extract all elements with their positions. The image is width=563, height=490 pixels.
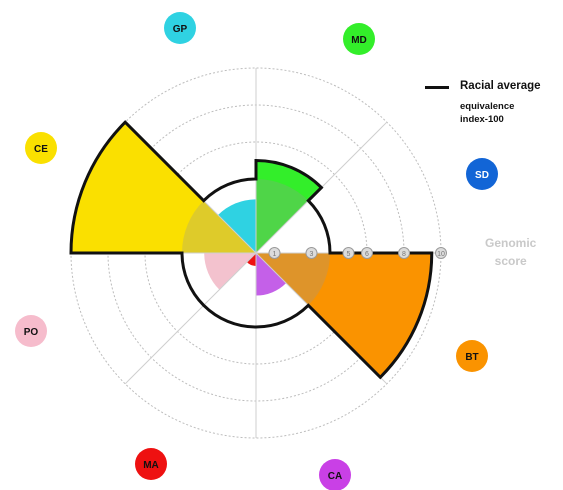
badge-label-md: MD [351,35,367,46]
radial-tick-label: 10 [437,251,445,258]
radial-axis-title-line-1: Genomic [485,236,537,250]
sector-ca [256,253,287,296]
radial-tick-label: 8 [402,251,406,258]
radial-tick-marker [435,247,447,259]
sector-inner-md [256,179,309,253]
radial-tick-marker [305,247,318,259]
legend-subtitle-line-1: equivalence [460,101,515,112]
legend-subtitle-line-2: index-100 [460,114,504,125]
radial-tick-label: 5 [347,251,351,258]
legend-average-label: Racial average [460,80,541,92]
badge-label-ca: CA [328,471,342,482]
radial-tick-marker [342,247,355,259]
radial-tick-marker [361,247,373,259]
badge-ce [25,132,57,164]
badge-ca [319,459,351,490]
badge-bt [456,340,488,372]
badge-po [15,315,47,347]
sector-ma [246,253,256,266]
radial-tick-label: 6 [365,251,369,258]
badge-md [343,23,375,55]
radial-axis-title-line-2: score [494,254,527,268]
radial-tick-marker [268,247,281,259]
badge-label-ma: MA [143,460,159,471]
badge-label-sd: SD [475,170,489,181]
radial-axis-title: Genomic score [485,234,536,270]
sector-inner-ce [182,200,256,253]
badge-gp [164,12,196,44]
radial-tick-label: 1 [273,251,277,258]
radial-tick-label: 3 [310,251,314,258]
badge-label-ce: CE [34,144,48,155]
badge-sd [466,158,498,190]
badge-label-po: PO [24,327,39,338]
badge-label-bt: BT [465,352,478,363]
radial-tick-marker [398,247,410,259]
sector-gp [218,199,256,253]
grid-spoke [124,252,257,385]
badge-label-gp: GP [173,24,188,35]
legend-average-line [425,86,449,89]
sector-inner-bt [256,253,330,306]
average-outline [69,120,434,380]
badge-ma [135,448,167,480]
sector-po [204,253,256,290]
